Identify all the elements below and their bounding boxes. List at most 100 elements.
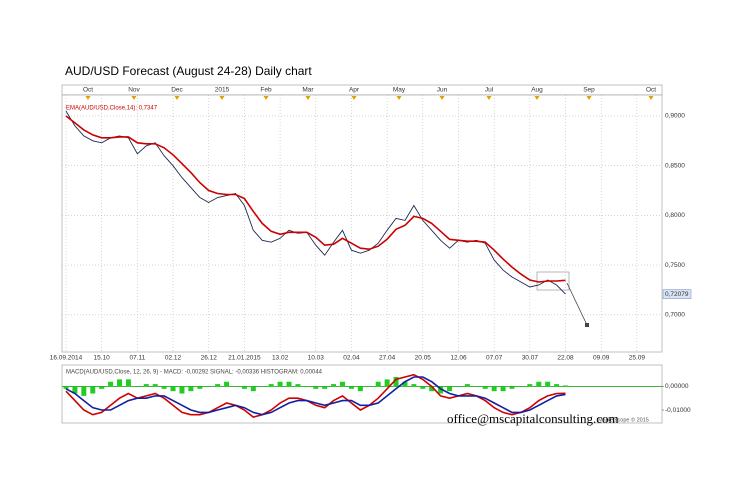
month-marker (351, 96, 357, 100)
month-marker (486, 96, 492, 100)
forecast-target (585, 323, 589, 327)
watermark: office@mscapitalconsulting.com (447, 411, 619, 426)
histogram-bar (527, 384, 533, 387)
month-label: Jun (437, 87, 448, 94)
histogram-bar (72, 386, 78, 394)
month-label: Oct (646, 87, 656, 94)
top-strip (61, 84, 663, 96)
histogram-bar (420, 386, 426, 389)
histogram-bar (500, 386, 506, 392)
x-tick-label: 02.12 (165, 355, 182, 362)
histogram-bar (117, 379, 123, 387)
histogram-bar (340, 381, 346, 387)
histogram-bar (197, 386, 203, 389)
histogram-bar (152, 384, 158, 387)
histogram-bar (250, 386, 256, 392)
legend-entry: EMA(AUD/USD,Close,14): 0,7347 (66, 106, 158, 112)
series-line (65, 115, 566, 283)
month-label: Sep (583, 87, 595, 94)
histogram-bar (215, 384, 221, 387)
x-tick-label: 30.07 (522, 355, 539, 362)
month-marker (305, 96, 311, 100)
price-panel (61, 94, 663, 353)
histogram-bar (188, 386, 194, 392)
month-label: May (393, 87, 406, 94)
y-tick-label: 0,8500 (665, 162, 685, 169)
month-marker (85, 96, 91, 100)
histogram-bar (277, 381, 283, 387)
histogram-bar (393, 377, 399, 387)
last-price-box (662, 289, 692, 299)
month-label: Dec (171, 87, 183, 94)
histogram-bar (429, 386, 435, 392)
histogram-bar (447, 386, 453, 392)
x-tick-label: 02.04 (343, 355, 360, 362)
macd-legend: MACD(AUD/USD,Close, 12, 26, 9) - MACD: -… (66, 370, 323, 376)
y-tick-label: 0,9000 (665, 113, 685, 120)
histogram-bar (402, 381, 408, 387)
chart-title: AUD/USD Forecast (August 24-28) Daily ch… (65, 64, 312, 78)
histogram-bar (509, 386, 515, 389)
histogram-bar (491, 386, 497, 392)
month-label: Nov (128, 87, 140, 94)
month-marker (648, 96, 654, 100)
x-tick-label: 12.06 (450, 355, 467, 362)
histogram-bar (295, 384, 301, 387)
month-label: Feb (260, 87, 272, 94)
histogram-bar (125, 379, 131, 387)
x-tick-label: 09.09 (593, 355, 610, 362)
histogram-bar (224, 381, 230, 387)
month-marker (586, 96, 592, 100)
y-tick-label: 0,00000 (665, 383, 689, 390)
histogram-bar (348, 386, 354, 389)
y-tick-label: 0,7000 (665, 312, 685, 319)
x-tick-label: 10.03 (308, 355, 325, 362)
histogram-bar (545, 381, 551, 387)
histogram-bar (331, 384, 337, 387)
footer: Marketscope © 2015 (598, 416, 649, 423)
x-tick-label: 25.09 (629, 355, 646, 362)
month-marker (439, 96, 445, 100)
month-label: Jul (485, 87, 494, 94)
x-tick-label: 07.07 (486, 355, 503, 362)
month-marker (396, 96, 402, 100)
histogram-bar (464, 384, 470, 387)
month-marker (131, 96, 137, 100)
month-label: Aug (531, 87, 543, 94)
month-label: Mar (302, 87, 314, 94)
month-label: 2015 (215, 87, 230, 94)
series-line (65, 376, 566, 416)
histogram-bar (241, 386, 247, 389)
histogram-bar (143, 384, 149, 387)
histogram-bar (108, 381, 114, 387)
x-tick-label: 27.04 (379, 355, 396, 362)
month-label: Oct (83, 87, 93, 94)
histogram-bar (554, 384, 560, 387)
histogram-bar (536, 381, 542, 387)
histogram-bar (81, 386, 87, 396)
histogram-bar (357, 386, 363, 392)
forecast-arrow (566, 282, 588, 326)
histogram-bar (563, 385, 569, 387)
month-label: Apr (349, 87, 360, 94)
x-tick-label: 20.05 (415, 355, 432, 362)
histogram-bar (90, 386, 96, 394)
x-tick-label: 07.11 (129, 355, 145, 362)
histogram-bar (161, 386, 167, 389)
y-tick-label: -0,01000 (665, 407, 691, 414)
histogram-bar (286, 381, 292, 387)
series-line (65, 373, 566, 418)
x-tick-label: 13.02 (272, 355, 289, 362)
histogram-bar (322, 386, 328, 389)
month-marker (174, 96, 180, 100)
histogram-bar (438, 386, 444, 394)
x-tick-label: 26.12 (201, 355, 218, 362)
histogram-bar (375, 381, 381, 387)
histogram-bar (99, 386, 105, 389)
x-tick-label: 22.08 (557, 355, 574, 362)
histogram-bar (63, 386, 69, 389)
x-tick-label: 21.01.2015 (228, 355, 261, 362)
histogram-bar (170, 386, 176, 392)
last-price-label: 0,72079 (665, 291, 689, 298)
x-tick-label: 15.10 (94, 355, 111, 362)
